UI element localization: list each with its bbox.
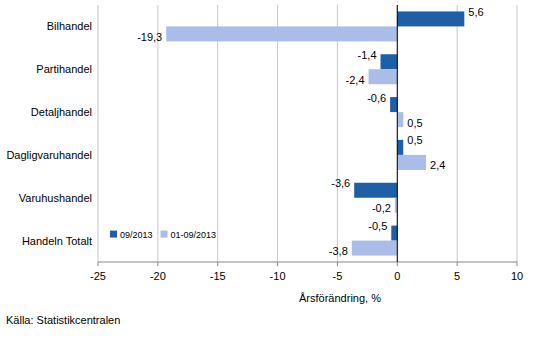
data-label: -1,4: [358, 49, 377, 61]
bar: [352, 241, 397, 256]
data-label: -0,2: [372, 202, 391, 214]
tick-label: -5: [333, 270, 343, 282]
data-labels: 5,6 -19,3 -1,4 -2,4-0,6 0,5 0,5 2,4 -3,6 -0,2 -0,…: [137, 6, 483, 257]
bar: [369, 69, 398, 84]
category-label: Dagligvaruhandel: [6, 149, 92, 161]
data-label: -3,6: [331, 177, 350, 189]
category-label: Detaljhandel: [31, 106, 92, 118]
source-note: Källa: Statistikcentralen: [6, 314, 120, 326]
bar: [397, 155, 426, 170]
grid-line: [277, 5, 278, 262]
grid-line: [217, 5, 218, 262]
category-label: Partihandel: [36, 63, 92, 75]
bar: [397, 11, 464, 26]
legend: 09/2013 01-09/2013: [110, 230, 216, 240]
tick-mark: [337, 262, 338, 266]
category-label: Bilhandel: [47, 20, 92, 32]
tick-mark: [217, 262, 218, 266]
bar: [166, 26, 397, 41]
bar: [397, 112, 403, 127]
x-axis-line: [98, 262, 517, 263]
tick-label: -10: [270, 270, 286, 282]
legend-swatch: [110, 231, 117, 238]
data-label: 0,5: [407, 134, 422, 146]
data-label: 2,4: [430, 159, 445, 171]
grid-line: [98, 5, 99, 262]
tick-mark: [517, 262, 518, 266]
bar: [390, 97, 397, 112]
tick-mark: [457, 262, 458, 266]
tick-mark: [277, 262, 278, 266]
tick-label: 5: [454, 270, 460, 282]
legend-swatch: [161, 231, 168, 238]
grid-line: [337, 5, 338, 262]
bars: [166, 11, 464, 255]
tick-label: -15: [210, 270, 226, 282]
tick-mark: [157, 262, 158, 266]
grid-line: [157, 5, 158, 262]
zero-line: [397, 5, 398, 262]
grid-line: [457, 5, 458, 262]
tick-mark: [98, 262, 99, 266]
category-label: Varuhushandel: [19, 192, 92, 204]
tick-label: -25: [90, 270, 106, 282]
chart-svg: -25 -20 -15 -10 -5 0 5 10 5,6 -19,3 -1,4 -2,4-0,6 0,…: [0, 0, 533, 359]
legend-label: 01-09/2013: [171, 230, 217, 240]
data-label: -3,8: [329, 245, 348, 257]
chart-container: -25 -20 -15 -10 -5 0 5 10 5,6 -19,3 -1,4 -2,4-0,6 0,…: [0, 0, 533, 359]
tick-label: 10: [511, 270, 523, 282]
data-label: -2,4: [346, 74, 365, 86]
axis-label: Årsförändring, %: [299, 292, 381, 304]
bar: [354, 183, 397, 198]
bar: [381, 54, 398, 69]
grid-line: [397, 5, 398, 262]
tick-mark: [397, 262, 398, 266]
data-label: -0,6: [367, 92, 386, 104]
bar: [391, 226, 397, 241]
tick-label: -20: [150, 270, 166, 282]
tick-label: 0: [394, 270, 400, 282]
grid-line: [517, 5, 518, 262]
data-label: 5,6: [468, 6, 483, 18]
data-label: 0,5: [407, 117, 422, 129]
legend-label: 09/2013: [120, 230, 153, 240]
bar: [397, 140, 403, 155]
data-label: -19,3: [137, 31, 162, 43]
category-label: Handeln Totalt: [22, 235, 92, 247]
data-label: -0,5: [368, 220, 387, 232]
